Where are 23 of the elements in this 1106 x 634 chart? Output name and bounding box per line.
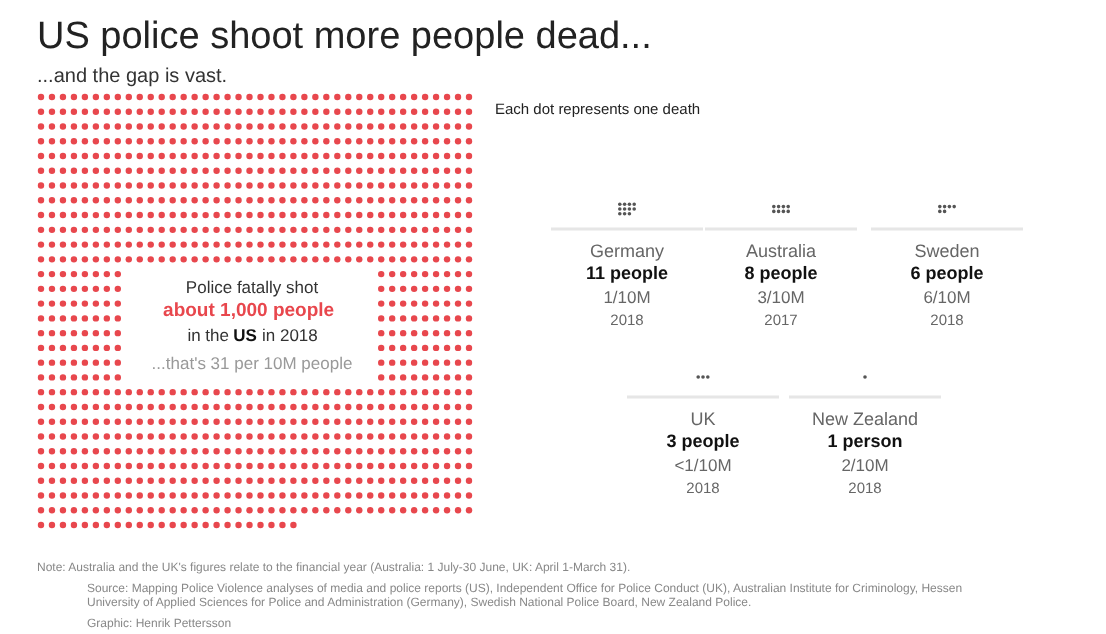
category-label: Sweden	[914, 241, 980, 261]
data-label: 3 people	[666, 431, 740, 451]
text: 1/10M	[603, 287, 651, 307]
data-label: 8 people	[744, 263, 818, 283]
category-label: Germany	[589, 241, 666, 261]
category-label: Australia	[745, 241, 817, 261]
text: ...and the gap is vast.	[37, 66, 228, 88]
category-label: UK	[690, 409, 716, 429]
category-label: New Zealand	[811, 409, 919, 429]
text: 2/10M	[841, 455, 889, 475]
text: in 2018	[262, 325, 319, 345]
data-label: 6 people	[910, 263, 984, 283]
data-label: 1 person	[827, 431, 903, 451]
text: Police fatally shot	[185, 277, 320, 297]
data-label: 11 people	[585, 263, 669, 283]
data-label: about 1,000 people	[163, 300, 335, 322]
text: in the	[187, 325, 230, 345]
text: 3/10M	[757, 287, 805, 307]
text: 6/10M	[923, 287, 971, 307]
text: US police shoot more people dead...	[37, 16, 652, 58]
category-label: US	[233, 325, 258, 345]
text: ...that's 31 per 10M people	[151, 353, 353, 373]
text: <1/10M	[674, 455, 732, 475]
